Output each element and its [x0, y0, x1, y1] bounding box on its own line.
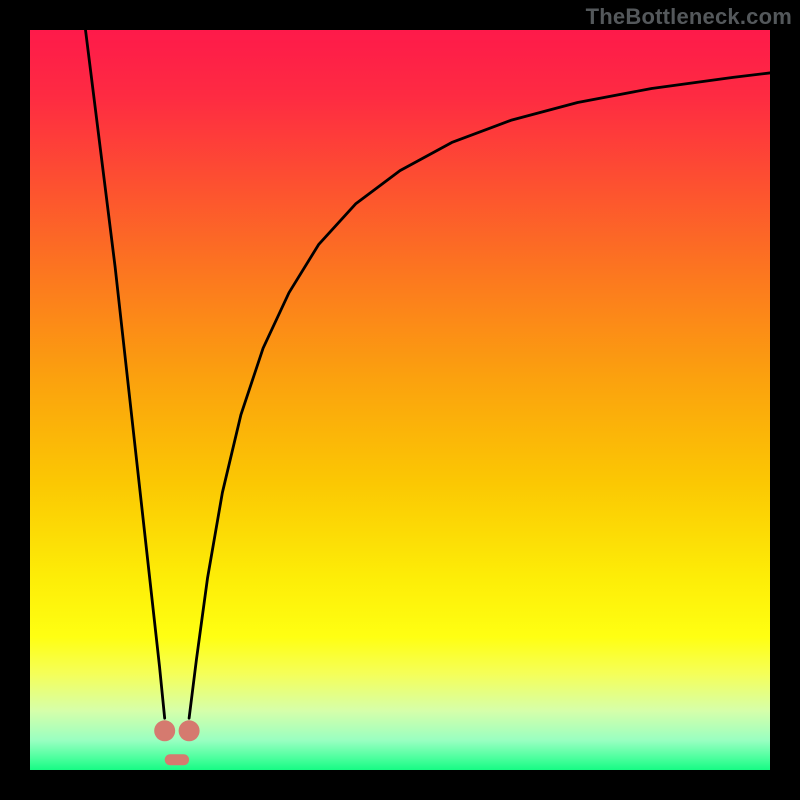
min-marker	[179, 720, 200, 741]
watermark-text: TheBottleneck.com	[586, 4, 792, 30]
min-marker	[154, 720, 175, 741]
marker-connector	[165, 754, 189, 765]
chart-svg	[0, 0, 800, 800]
bottleneck-chart: TheBottleneck.com	[0, 0, 800, 800]
plot-background	[30, 30, 770, 770]
